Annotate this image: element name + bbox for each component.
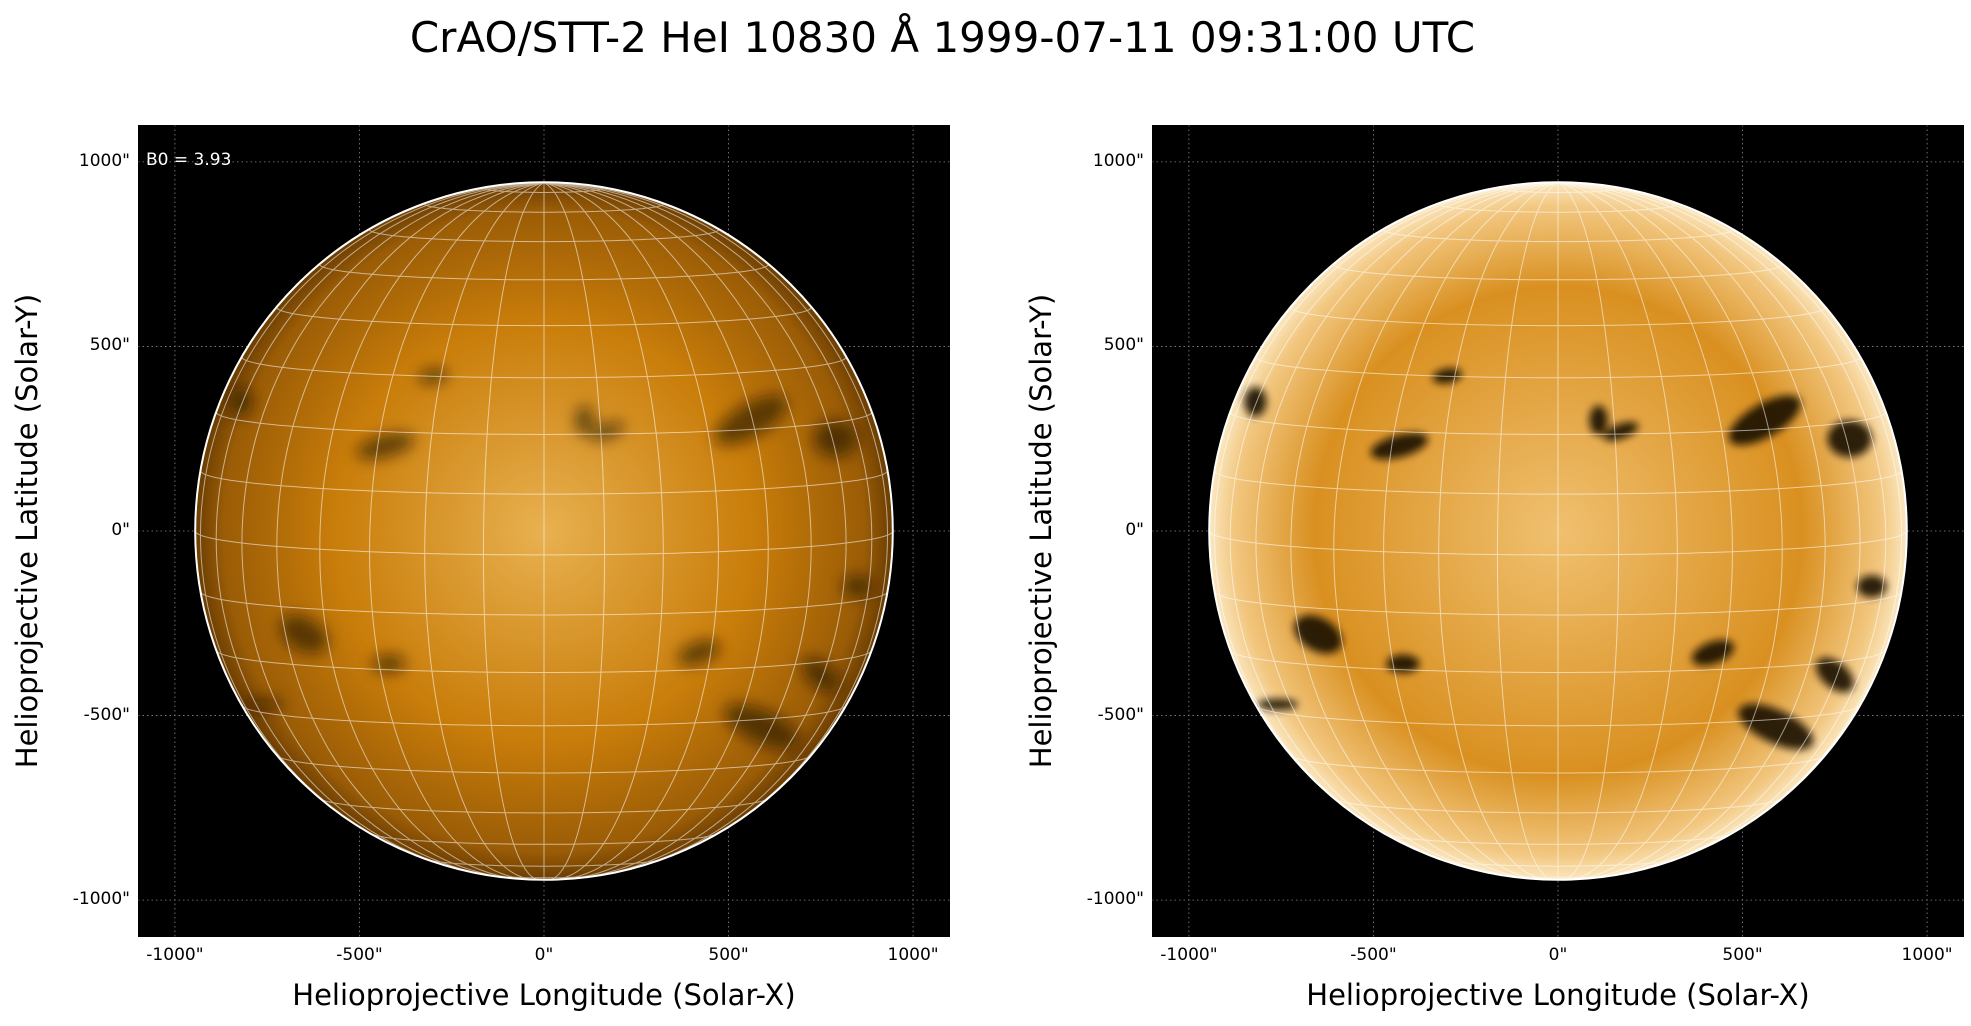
longitude-line xyxy=(543,182,664,880)
y-tick-label: -500" xyxy=(83,704,130,725)
longitude-line xyxy=(1290,182,1559,879)
dark-filament xyxy=(801,657,840,693)
longitude-line xyxy=(199,182,545,856)
solar-limb xyxy=(1208,181,1908,881)
dark-filaments xyxy=(1244,368,1887,750)
y-tick-label: 500" xyxy=(89,335,130,356)
dark-filament xyxy=(842,575,873,598)
longitude-line xyxy=(1557,182,1826,879)
dark-filament xyxy=(1257,698,1298,711)
dark-filament xyxy=(714,395,787,446)
x-tick-label: -1000" xyxy=(146,945,204,965)
longitude-line xyxy=(543,182,889,856)
x-tick-label: 0" xyxy=(534,945,554,965)
x-tick-label: 1000" xyxy=(887,945,939,965)
longitude-line xyxy=(319,182,545,880)
dark-filament xyxy=(1589,405,1608,436)
solar-image-left: B0 = 3.93 xyxy=(138,125,950,937)
longitude-line xyxy=(1557,182,1861,878)
longitude-line xyxy=(543,182,812,879)
dark-filament xyxy=(1827,420,1872,458)
longitude-line xyxy=(1229,182,1559,874)
dark-filament xyxy=(280,615,328,654)
longitude-line xyxy=(543,182,719,880)
solar-image-panel-right xyxy=(1152,125,1964,937)
longitude-line xyxy=(1557,182,1678,880)
longitude-line xyxy=(543,182,847,878)
x-tick-label: 0" xyxy=(1548,945,1568,965)
heliographic-grid xyxy=(1209,182,1907,880)
y-axis-label-left: Helioprojective Latitude (Solar-Y) xyxy=(10,293,44,769)
longitude-line xyxy=(1438,182,1559,880)
solar-image-panel-left: B0 = 3.93 xyxy=(138,125,950,937)
longitude-line xyxy=(369,182,545,880)
y-tick-label: 1000" xyxy=(78,150,130,171)
dark-filament xyxy=(1370,432,1428,460)
y-axis-label-right: Helioprojective Latitude (Solar-Y) xyxy=(1024,293,1058,769)
longitude-line xyxy=(1213,182,1559,856)
dark-filament xyxy=(356,432,414,460)
page-title: CrAO/STT-2 HeI 10830 Å 1999-07-11 09:31:… xyxy=(409,13,1476,62)
dark-filament xyxy=(243,698,284,711)
dark-filament xyxy=(575,405,594,436)
dark-filament xyxy=(1738,703,1814,750)
dark-filament xyxy=(372,654,406,674)
x-tick-label: -1000" xyxy=(1160,945,1218,965)
dark-filament xyxy=(1856,575,1887,598)
x-tick-label: 500" xyxy=(708,945,749,965)
longitude-line xyxy=(482,182,545,880)
y-tick-label: 0" xyxy=(111,520,130,540)
x-tick-label: 1000" xyxy=(1901,945,1953,965)
dark-filaments xyxy=(230,368,873,750)
y-tick-label: -1000" xyxy=(72,889,130,910)
longitude-line xyxy=(1557,182,1903,856)
longitude-line xyxy=(1333,182,1559,880)
y-tick-label: 500" xyxy=(1103,335,1144,356)
solar-image-right xyxy=(1152,125,1964,937)
longitude-line xyxy=(1557,182,1887,874)
longitude-line xyxy=(543,182,606,880)
longitude-line xyxy=(215,182,545,874)
x-axis-label-left: Helioprojective Longitude (Solar-X) xyxy=(292,978,796,1012)
y-tick-label: -500" xyxy=(1097,704,1144,725)
longitude-line xyxy=(276,182,545,879)
b0-annotation: B0 = 3.93 xyxy=(146,150,231,170)
dark-filament xyxy=(1603,421,1639,441)
longitude-line xyxy=(1557,182,1620,880)
longitude-line xyxy=(1496,182,1559,880)
longitude-line xyxy=(241,182,545,878)
longitude-line xyxy=(424,182,545,880)
solar-limb xyxy=(194,181,894,881)
x-tick-label: -500" xyxy=(1350,945,1397,965)
dark-filament xyxy=(589,421,625,441)
longitude-line xyxy=(543,182,873,874)
dark-filament xyxy=(1815,657,1854,693)
y-tick-label: 0" xyxy=(1125,520,1144,540)
dark-filament xyxy=(1386,654,1420,674)
x-axis-label-right: Helioprojective Longitude (Solar-X) xyxy=(1306,978,1810,1012)
longitude-line xyxy=(543,182,769,880)
y-tick-label: -1000" xyxy=(1086,889,1144,910)
x-tick-label: 500" xyxy=(1722,945,1763,965)
longitude-line xyxy=(1255,182,1559,878)
longitude-line xyxy=(1383,182,1559,880)
x-tick-label: -500" xyxy=(336,945,383,965)
y-tick-label: 1000" xyxy=(1092,150,1144,171)
dark-filament xyxy=(230,387,253,417)
dark-filament xyxy=(1728,395,1801,446)
dark-filament xyxy=(1244,387,1267,417)
dark-filament xyxy=(1294,615,1342,654)
dark-filament xyxy=(724,703,800,750)
longitude-line xyxy=(1557,182,1733,880)
longitude-line xyxy=(1557,182,1783,880)
dark-filament xyxy=(813,420,858,458)
